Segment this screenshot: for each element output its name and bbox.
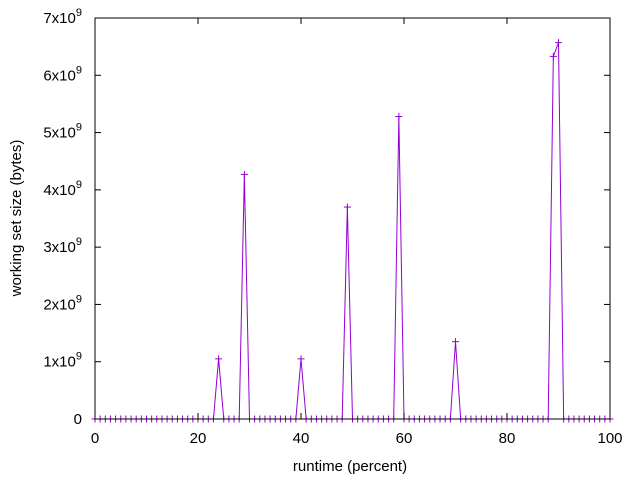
series-line bbox=[95, 42, 610, 420]
y-tick-mantissa: 7x10 bbox=[43, 10, 76, 27]
y-tick-exponent: 9 bbox=[76, 236, 82, 248]
y-tick-label: 7x109 bbox=[43, 7, 82, 27]
x-tick-label: 60 bbox=[396, 430, 413, 447]
x-tick-label: 0 bbox=[91, 430, 99, 447]
x-tick-label: 80 bbox=[499, 430, 516, 447]
x-tick-label: 20 bbox=[190, 430, 207, 447]
y-tick-exponent: 9 bbox=[76, 351, 82, 363]
y-tick-exponent: 9 bbox=[76, 7, 82, 19]
data-point-marker bbox=[215, 355, 223, 363]
data-point-marker bbox=[297, 355, 305, 363]
y-tick-exponent: 9 bbox=[76, 179, 82, 191]
plot-area bbox=[91, 39, 614, 423]
data-point-marker bbox=[395, 113, 403, 121]
y-tick-label: 1x109 bbox=[43, 351, 82, 371]
y-tick-mantissa: 4x10 bbox=[43, 182, 76, 199]
data-point-marker bbox=[555, 39, 562, 47]
y-tick-exponent: 9 bbox=[76, 64, 82, 76]
y-tick-exponent: 9 bbox=[76, 122, 82, 134]
y-tick-label: 5x109 bbox=[43, 122, 82, 142]
y-tick-mantissa: 5x10 bbox=[43, 125, 76, 142]
y-tick-label: 2x109 bbox=[43, 293, 82, 313]
data-point-marker bbox=[452, 338, 459, 346]
y-tick-label: 6x109 bbox=[43, 64, 82, 84]
y-tick-label: 4x109 bbox=[43, 179, 82, 199]
x-axis: 0 20 40 60 80 100 bbox=[91, 18, 623, 447]
data-point-marker bbox=[343, 203, 351, 211]
plot-frame bbox=[94, 17, 611, 420]
y-tick-mantissa: 1x10 bbox=[43, 354, 76, 371]
y-tick-label: 0 bbox=[74, 411, 82, 428]
y-tick-mantissa: 3x10 bbox=[43, 239, 76, 256]
y-tick-mantissa: 2x10 bbox=[43, 296, 76, 313]
x-tick-label: 100 bbox=[597, 430, 622, 447]
y-axis-title: working set size (bytes) bbox=[8, 140, 25, 298]
y-tick-mantissa: 6x10 bbox=[43, 67, 76, 84]
x-axis-title: runtime (percent) bbox=[293, 458, 407, 475]
y-tick-exponent: 9 bbox=[76, 293, 82, 305]
y-tick-mantissa: 0 bbox=[74, 411, 82, 428]
y-tick-label: 3x109 bbox=[43, 236, 82, 256]
x-tick-label: 40 bbox=[293, 430, 310, 447]
data-point-marker bbox=[549, 52, 557, 60]
data-point-marker bbox=[240, 170, 248, 178]
